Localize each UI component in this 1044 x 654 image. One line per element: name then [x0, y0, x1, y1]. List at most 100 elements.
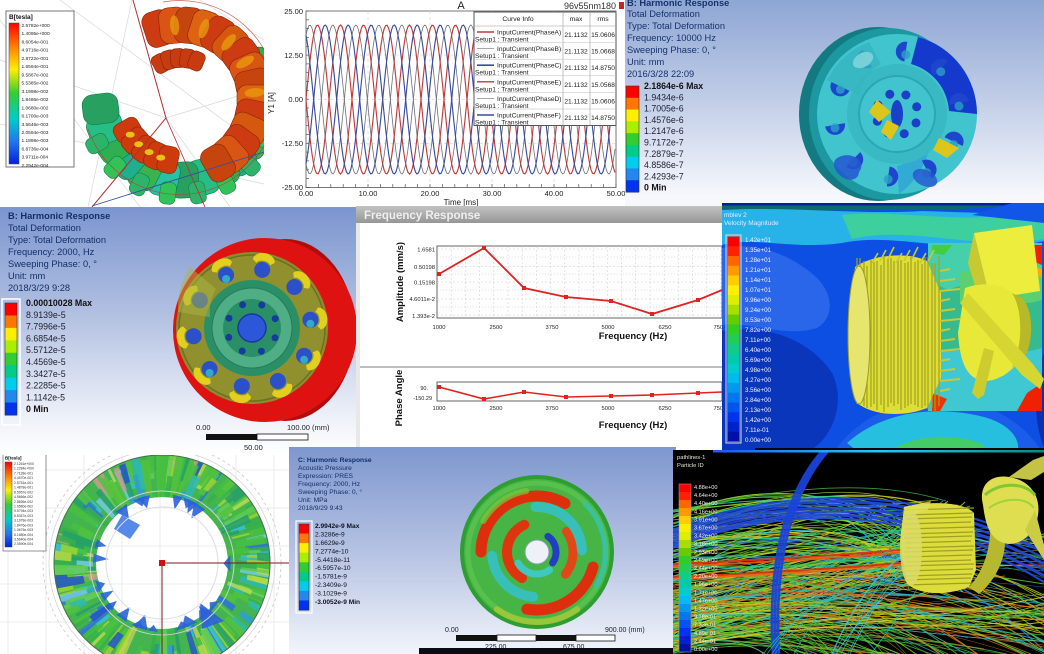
- svg-text:6.8736e-004: 6.8736e-004: [22, 146, 49, 152]
- svg-text:Unit: mm: Unit: mm: [8, 271, 45, 281]
- svg-text:Frequency: 10000 Hz: Frequency: 10000 Hz: [627, 33, 716, 43]
- svg-text:1.8486e-002: 1.8486e-002: [22, 97, 49, 103]
- svg-text:7.7996e-5: 7.7996e-5: [26, 322, 66, 332]
- svg-text:2.0594e-003: 2.0594e-003: [22, 130, 49, 136]
- svg-text:1.1142e-5: 1.1142e-5: [26, 392, 65, 402]
- svg-text:Curve Info: Curve Info: [502, 16, 534, 23]
- svg-text:2.1864e-6 Max: 2.1864e-6 Max: [644, 81, 703, 91]
- svg-text:10.00: 10.00: [359, 189, 378, 198]
- svg-text:3.5640e-004: 3.5640e-004: [14, 538, 33, 542]
- svg-text:-6.5957e-10: -6.5957e-10: [315, 565, 351, 572]
- svg-text:3.1998e-002: 3.1998e-002: [22, 89, 49, 95]
- svg-text:2.8696e-002: 2.8696e-002: [14, 500, 33, 504]
- svg-text:2500: 2500: [490, 406, 503, 412]
- svg-text:2.9942e-9 Max: 2.9942e-9 Max: [315, 523, 360, 530]
- svg-text:50.00: 50.00: [244, 443, 263, 452]
- svg-text:3.67e+00: 3.67e+00: [694, 526, 718, 532]
- svg-text:9.96e+00: 9.96e+00: [745, 297, 772, 304]
- svg-text:25.00: 25.00: [284, 7, 303, 16]
- svg-text:4.9716e-001: 4.9716e-001: [22, 48, 49, 54]
- svg-text:3750: 3750: [546, 325, 559, 331]
- svg-text:12.50: 12.50: [284, 51, 303, 60]
- svg-text:8.5957e-002: 8.5957e-002: [14, 490, 33, 494]
- svg-text:1.4576e-6: 1.4576e-6: [644, 115, 684, 125]
- svg-text:Frequency: 2000, Hz: Frequency: 2000, Hz: [298, 481, 361, 488]
- svg-text:Sweeping Phase: 0, °: Sweeping Phase: 0, °: [8, 259, 97, 269]
- svg-text:Expression: PRES: Expression: PRES: [298, 473, 354, 480]
- svg-text:InputCurrent(PhaseB): InputCurrent(PhaseB): [497, 46, 561, 53]
- svg-text:9.5867e-002: 9.5867e-002: [22, 72, 49, 78]
- svg-text:7.33e-01: 7.33e-01: [694, 623, 716, 629]
- svg-text:1.2147e-6: 1.2147e-6: [644, 126, 684, 136]
- svg-text:max: max: [570, 16, 583, 23]
- svg-text:1.4095e+000: 1.4095e+000: [22, 31, 50, 37]
- svg-text:6.6854e-5: 6.6854e-5: [26, 333, 66, 343]
- svg-text:1.2284e+000: 1.2284e+000: [14, 467, 34, 471]
- svg-text:Setup1 : Transient: Setup1 : Transient: [475, 37, 529, 44]
- svg-text:100.00 (mm): 100.00 (mm): [287, 423, 330, 432]
- svg-text:-3.1029e-9: -3.1029e-9: [315, 591, 347, 598]
- svg-text:Sweeping Phase: 0, °: Sweeping Phase: 0, °: [627, 45, 716, 55]
- svg-text:7.2879e-7: 7.2879e-7: [644, 149, 684, 159]
- svg-text:C: Harmonic Response: C: Harmonic Response: [298, 457, 372, 464]
- svg-text:6250: 6250: [659, 406, 672, 412]
- svg-text:20.00: 20.00: [421, 189, 440, 198]
- svg-text:4.27e+00: 4.27e+00: [745, 377, 772, 384]
- svg-text:5.5385e-002: 5.5385e-002: [22, 81, 49, 87]
- svg-text:4.6011e-2: 4.6011e-2: [409, 297, 435, 303]
- svg-text:Amplitude (mm/s): Amplitude (mm/s): [395, 242, 406, 322]
- svg-text:Frequency (Hz): Frequency (Hz): [599, 331, 668, 342]
- svg-text:0.00: 0.00: [445, 627, 459, 634]
- svg-text:1.6629e-9: 1.6629e-9: [315, 540, 345, 547]
- svg-text:9.24e+00: 9.24e+00: [745, 307, 772, 314]
- svg-text:15.0568: 15.0568: [591, 82, 615, 89]
- svg-text:4.88e+00: 4.88e+00: [694, 485, 718, 491]
- svg-text:Frequency (Hz): Frequency (Hz): [599, 420, 668, 431]
- svg-text:Y1 [A]: Y1 [A]: [267, 92, 276, 114]
- svg-text:1.71e+00: 1.71e+00: [694, 590, 718, 596]
- svg-text:3.42e+00: 3.42e+00: [694, 534, 718, 540]
- svg-text:21.1132: 21.1132: [564, 82, 588, 89]
- svg-text:9.7172e-7: 9.7172e-7: [644, 138, 684, 148]
- svg-text:0.00: 0.00: [288, 95, 303, 104]
- svg-text:-12.50: -12.50: [282, 139, 303, 148]
- svg-text:15.0668: 15.0668: [591, 49, 615, 56]
- svg-text:50.00: 50.00: [607, 189, 625, 198]
- svg-text:1.8476e-003: 1.8476e-003: [14, 523, 33, 527]
- svg-text:Sweeping Phase: 0, °: Sweeping Phase: 0, °: [298, 488, 362, 496]
- svg-text:Acoustic Pressure: Acoustic Pressure: [298, 465, 352, 472]
- svg-text:14.8750: 14.8750: [591, 65, 615, 72]
- svg-text:0 Min: 0 Min: [26, 404, 48, 414]
- svg-text:2.20e+00: 2.20e+00: [694, 574, 718, 580]
- svg-text:15.0606: 15.0606: [591, 98, 615, 105]
- svg-text:6250: 6250: [659, 325, 672, 331]
- svg-text:Total Deformation: Total Deformation: [627, 9, 700, 19]
- svg-text:1000: 1000: [433, 325, 446, 331]
- svg-text:3.1978e-003: 3.1978e-003: [14, 519, 33, 523]
- svg-text:40.00: 40.00: [545, 189, 564, 198]
- svg-text:21.1132: 21.1132: [564, 32, 588, 39]
- svg-text:21.1132: 21.1132: [564, 49, 588, 56]
- svg-text:2.2942e-004: 2.2942e-004: [22, 163, 49, 169]
- svg-text:1000: 1000: [433, 406, 446, 412]
- svg-text:6.40e+00: 6.40e+00: [745, 347, 772, 354]
- svg-text:225.00: 225.00: [485, 644, 507, 651]
- svg-text:2.44e+00: 2.44e+00: [694, 566, 718, 572]
- svg-text:4.64e+00: 4.64e+00: [694, 493, 718, 499]
- svg-text:Type: Total Deformation: Type: Total Deformation: [8, 235, 106, 245]
- svg-text:1.6580e-002: 1.6580e-002: [14, 505, 33, 509]
- svg-text:1.42e+01: 1.42e+01: [745, 237, 772, 244]
- svg-text:Total Deformation: Total Deformation: [8, 223, 81, 233]
- svg-text:5.5712e-5: 5.5712e-5: [26, 345, 66, 355]
- svg-text:B[tesla]: B[tesla]: [9, 14, 33, 21]
- svg-text:Frequency Response: Frequency Response: [364, 210, 480, 222]
- svg-text:2018/3/29 9:28: 2018/3/29 9:28: [8, 283, 70, 293]
- svg-text:5000: 5000: [602, 406, 615, 412]
- svg-text:1.35e+01: 1.35e+01: [745, 247, 772, 254]
- svg-text:InputCurrent(PhaseC): InputCurrent(PhaseC): [497, 63, 562, 70]
- svg-text:7.82e+00: 7.82e+00: [745, 327, 772, 334]
- svg-text:4.8586e-7: 4.8586e-7: [644, 160, 684, 170]
- svg-text:15.0606: 15.0606: [591, 32, 615, 39]
- svg-text:7500: 7500: [714, 325, 722, 331]
- svg-text:InputCurrent(PhaseE): InputCurrent(PhaseE): [497, 79, 561, 86]
